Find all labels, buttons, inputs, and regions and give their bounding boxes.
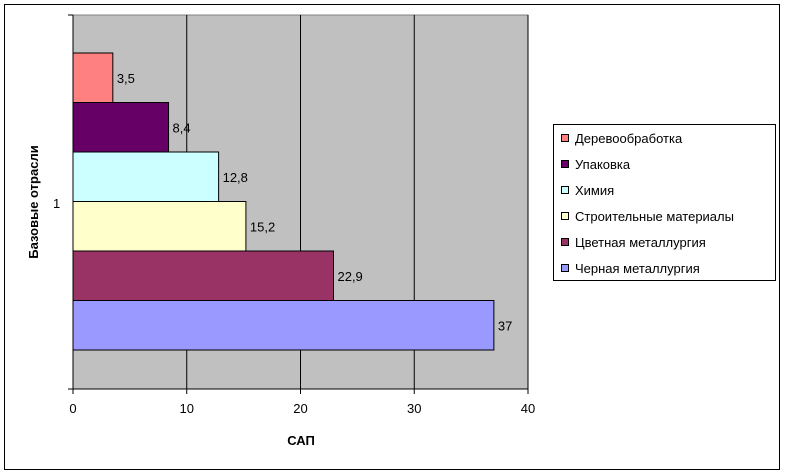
bar — [72, 300, 495, 351]
legend-swatch — [561, 264, 569, 272]
legend-item: Химия — [561, 181, 614, 199]
legend-label: Химия — [575, 182, 615, 198]
legend-swatch — [561, 186, 569, 194]
x-tick-labels: 0 10 20 30 40 — [69, 401, 535, 416]
x-axis-title: САП — [287, 433, 315, 448]
bar — [72, 151, 220, 202]
legend-label: Черная металлургия — [575, 260, 700, 276]
x-tick-label: 20 — [293, 401, 307, 416]
bar — [72, 102, 170, 153]
legend-item: Черная металлургия — [561, 259, 700, 277]
legend-label: Деревообработка — [575, 130, 683, 146]
data-label: 37 — [498, 318, 512, 333]
data-label: 12,8 — [223, 170, 248, 185]
legend-label: Цветная металлургия — [575, 234, 706, 250]
x-tick-label: 40 — [521, 401, 535, 416]
bars: 3,5 8,4 12,8 15,2 22,9 37 — [72, 52, 512, 351]
y-axis-title: Базовые отрасли — [26, 145, 41, 258]
legend-label: Упаковка — [575, 156, 631, 172]
data-label: 15,2 — [250, 219, 275, 234]
legend-item: Упаковка — [561, 155, 630, 173]
legend: Деревообработка Упаковка Химия Строительные… — [553, 124, 776, 281]
x-tick-label: 10 — [180, 401, 194, 416]
x-tick-label: 0 — [69, 401, 76, 416]
axes — [68, 14, 529, 394]
legend-swatch — [561, 160, 569, 168]
legend-swatch — [561, 212, 569, 220]
legend-item: Цветная металлургия — [561, 233, 706, 251]
legend-item: Деревообработка — [561, 129, 682, 147]
bar — [72, 52, 114, 103]
legend-label: Строительные материалы — [575, 208, 734, 224]
bar — [72, 250, 334, 301]
data-label: 8,4 — [173, 120, 191, 135]
legend-swatch — [561, 134, 569, 142]
y-category-label: 1 — [53, 196, 60, 211]
bar — [72, 201, 247, 252]
x-tick-label: 30 — [407, 401, 421, 416]
data-label: 22,9 — [337, 269, 362, 284]
data-label: 3,5 — [117, 71, 135, 86]
legend-item: Строительные материалы — [561, 207, 734, 225]
legend-swatch — [561, 238, 569, 246]
